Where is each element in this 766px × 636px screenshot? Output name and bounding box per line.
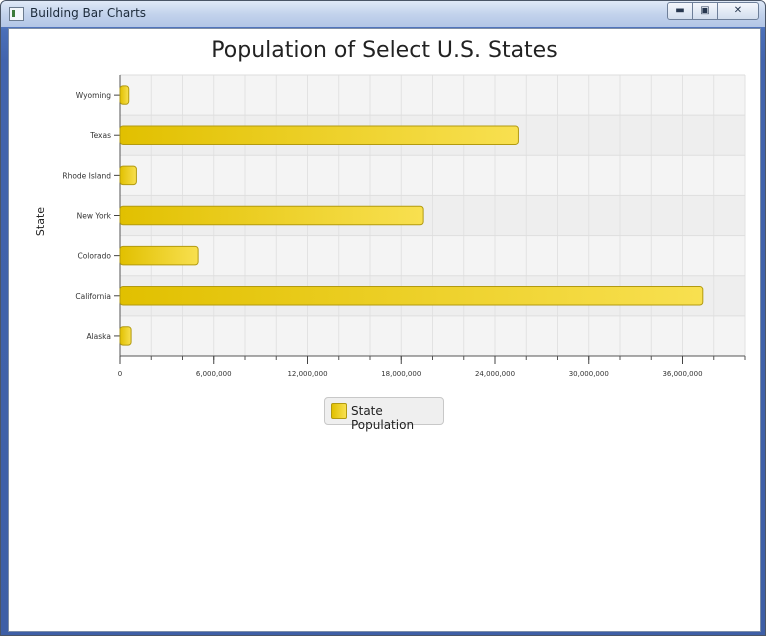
chart-title: Population of Select U.S. States [211, 38, 558, 63]
y-tick-label: New York [77, 212, 112, 221]
chart-area: Population of Select U.S. States State 0… [8, 28, 761, 632]
bar-wyoming [119, 85, 130, 105]
bar-california [119, 286, 704, 306]
y-tick-label: Colorado [77, 252, 111, 261]
legend-label: State Population [351, 404, 415, 432]
x-tick-label: 36,000,000 [662, 370, 702, 378]
window-title: Building Bar Charts [30, 6, 147, 20]
bar-new-york [119, 205, 424, 226]
legend-swatch [331, 403, 347, 419]
close-button[interactable]: ✕ [717, 2, 759, 20]
bar-rhode-island [119, 165, 137, 186]
bar-colorado [119, 245, 199, 266]
bar-alaska [119, 326, 132, 346]
app-icon [9, 7, 24, 21]
x-tick-label: 18,000,000 [381, 370, 421, 378]
x-tick-label: 12,000,000 [287, 370, 327, 378]
maximize-icon: ▣ [700, 5, 710, 16]
title-bar[interactable]: Building Bar Charts ▬ ▣ ✕ [1, 1, 765, 27]
y-tick-label: Texas [89, 131, 111, 140]
bar-texas [119, 125, 519, 145]
close-icon: ✕ [733, 5, 743, 16]
x-tick-label: 0 [118, 370, 122, 378]
maximize-button[interactable]: ▣ [692, 2, 718, 20]
y-tick-label: Wyoming [76, 91, 111, 100]
y-tick-label: Rhode Island [62, 171, 111, 180]
minimize-button[interactable]: ▬ [667, 2, 693, 20]
x-tick-label: 30,000,000 [569, 370, 609, 378]
x-tick-label: 24,000,000 [475, 370, 515, 378]
y-tick-label: California [75, 292, 111, 301]
x-tick-label: 6,000,000 [196, 370, 232, 378]
minimize-icon: ▬ [675, 5, 685, 16]
legend: State Population [324, 397, 444, 432]
y-tick-label: Alaska [86, 332, 111, 341]
bar-chart-plot: 0 6,000,000 12,000,000 18,000,000 24,000,000… [62, 74, 746, 378]
